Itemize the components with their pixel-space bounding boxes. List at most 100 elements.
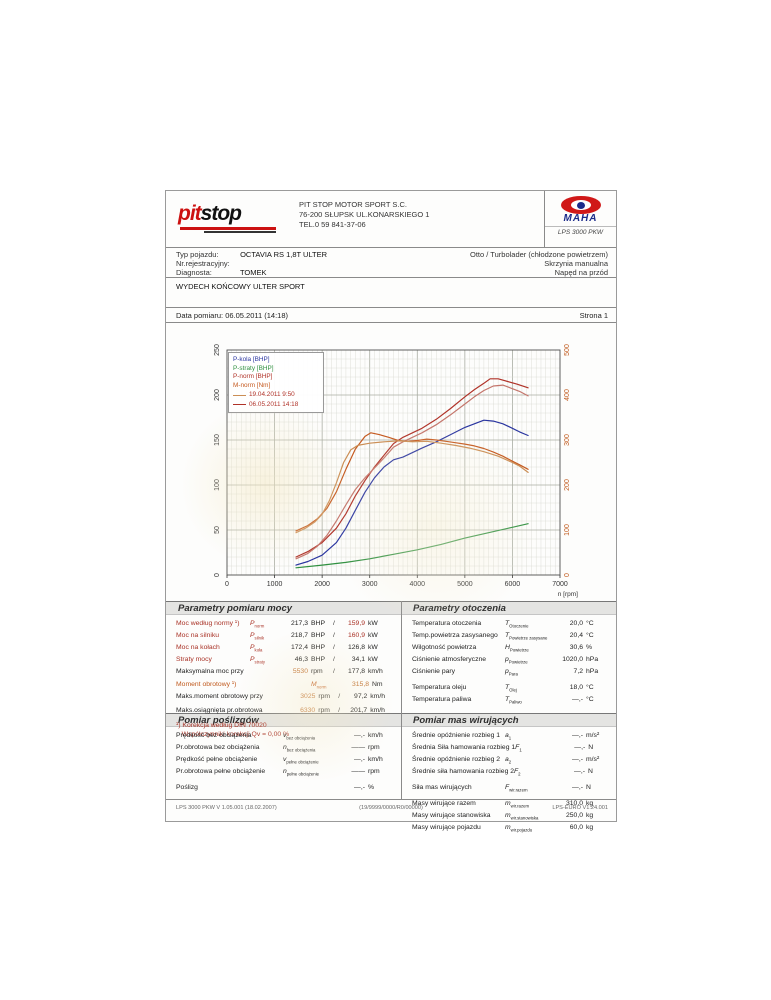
symbol: Fwir.razem [505, 783, 528, 793]
drive-type: Napęd na przód [554, 268, 608, 277]
table-cell: —— [351, 767, 365, 775]
company-phone: TEL.0 59 841-37-06 [299, 220, 366, 229]
table-cell: —,- [572, 732, 583, 739]
vehicle-info: Typ pojazdu: OCTAVIA RS 1,8T ULTER Nr.re… [166, 248, 616, 278]
slip-table: Prędkość bez obciążenia vbez obciążenia —,… [176, 731, 392, 792]
page-number: Strona 1 [579, 311, 608, 320]
table-cell: 5530 [292, 667, 308, 675]
svg-text:50: 50 [214, 526, 221, 534]
symbol: Pstraty [250, 655, 266, 665]
table-cell: 126,8 [347, 643, 365, 651]
table-cell: rpm [368, 767, 380, 775]
table-cell: —,- [574, 743, 586, 751]
table-row: Straty mocy Pstraty 46,3 BHP / 34,1 kW [176, 655, 392, 667]
legend-run-date: 19.04.2011 9:50 [249, 391, 295, 398]
vehicle-note: WYDECH KOŃCOWY ULTER SPORT [176, 282, 305, 291]
svg-text:100: 100 [214, 479, 221, 491]
symbol: Pkoła [250, 643, 263, 653]
table-cell: rpm [318, 706, 330, 714]
table-cell: 218,7 [290, 631, 308, 639]
report-header: pitstop PIT STOP MOTOR SPORT S.C. 76-200… [166, 191, 616, 248]
table-cell: Maks.osiągnięta pr.obrotowa [176, 706, 263, 714]
table-cell: Ciśnienie atmosferyczne [412, 655, 487, 663]
table-row: Moc według normy ¹) Pnorm 217,3 BHP / 159,9 kW [176, 619, 392, 631]
table-row: Moc na silniku Psilnik 218,7 BHP / 160,9 kW [176, 631, 392, 643]
table-cell: Poślizg [176, 783, 198, 791]
table-cell: hPa [586, 667, 599, 675]
svg-text:6000: 6000 [505, 581, 521, 588]
table-cell: Nm [372, 681, 383, 689]
table-cell: 6330 [300, 706, 316, 714]
table-cell: 46,3 [294, 655, 308, 663]
symbol: nbez obciążenia [283, 743, 316, 753]
power-table: Moc według normy ¹) Pnorm 217,3 BHP/159,9 kW… [176, 619, 392, 739]
table-cell: 250,0 [565, 811, 583, 819]
table-cell: Średnie opóźnienie rozbieg 2 [412, 755, 501, 763]
table-row: Maks.osiągnięta pr.obrotowa 6330 rpm / 201,7… [176, 706, 392, 716]
table-row: Temp.powietrza zasysanego TPowietrze zasy… [412, 631, 608, 643]
table-row: Poślizg —,-% [176, 783, 392, 793]
legend-line-swatch [233, 394, 246, 396]
symbol: a2 [505, 755, 512, 765]
table-cell: —,- [572, 755, 583, 763]
table-cell: Średnie siła hamowania rozbieg 2 [412, 767, 515, 775]
table-cell: Moment obrotowy ¹) [176, 681, 237, 689]
section-band-1: Parametry pomiaru mocy Parametry otoczen… [166, 601, 616, 615]
column-divider [401, 601, 402, 799]
table-row: Średnie opóźnienie rozbieg 1 a1 —,- m/s² [412, 731, 608, 743]
correction-notes: ¹) Korekcja według DIN 70020 Współczynni… [176, 721, 290, 738]
svg-text:n [rpm]: n [rpm] [558, 591, 578, 598]
svg-text:4000: 4000 [409, 581, 425, 588]
table-cell: 1020,0 [562, 655, 583, 663]
footer-serial-center: (19/9999/0000/R0/00000) [359, 805, 423, 811]
footer-version-right: LPS-EURO V1.24.001 [552, 805, 608, 811]
table-row: Temperatura otoczenia TOtoczenie 20,0 °C [412, 619, 608, 631]
symbol: TPaliwo [505, 695, 522, 705]
table-cell: / [333, 643, 335, 651]
symbol: mwir.pojazdu [505, 823, 533, 833]
table-cell: Pr.obrotowa bez obciążenia [176, 743, 260, 751]
table-cell: 97,2 [354, 693, 368, 701]
legend-run: 19.04.2011 9:50 [233, 391, 319, 400]
table-cell: Moc na silniku [176, 631, 220, 639]
table-cell: / [333, 655, 335, 663]
measurement-date: Data pomiaru: 06.05.2011 (14:18) [176, 311, 289, 320]
symbol: F2 [514, 767, 521, 777]
table-row: Prędkość bez obciążenia vbez obciążenia —,… [176, 731, 392, 743]
table-cell: —,- [574, 767, 585, 775]
table-row: Masy wirujące razem mwir.razem 310,0 kg [412, 799, 608, 811]
pitstop-logo: pitstop [178, 203, 288, 237]
table-cell: —— [351, 743, 365, 751]
table-cell: / [333, 631, 335, 639]
table-cell: 3025 [300, 693, 316, 701]
table-cell: —,- [354, 783, 365, 791]
table-cell: Maks.moment obrotowy przy [176, 693, 263, 701]
maha-logo-cell: MAHA LPS 3000 PKW [544, 191, 616, 247]
reg-number-label: Nr.rejestracyjny: [176, 259, 230, 268]
gearbox-type: Skrzynia manualna [544, 259, 608, 268]
legend-item: P-norm [BHP] [233, 373, 273, 380]
symbol: npełne obciążenie [283, 767, 320, 777]
dyno-report-document: pitstop PIT STOP MOTOR SPORT S.C. 76-200… [165, 190, 617, 832]
symbol: HPowietrze [505, 643, 529, 653]
dyno-chart: 0 1000 2000 3000 4000 5000 6000 7000 0 50 100 150 20… [166, 323, 616, 601]
table-cell: Masy wirujące razem [412, 799, 476, 807]
ambient-section-title: Parametry otoczenia [413, 603, 506, 614]
bottom-rule [166, 799, 616, 800]
symbol: TOlej [505, 683, 517, 693]
table-row: Temperatura oleju TOlej 18,0 °C [412, 683, 608, 695]
table-row: Masy wirujące stanowiska mwir.stanowiska 2… [412, 811, 608, 823]
svg-text:500: 500 [564, 344, 571, 356]
svg-text:3000: 3000 [362, 581, 378, 588]
svg-text:7000: 7000 [552, 581, 568, 588]
company-street: 76-200 SŁUPSK UL.KONARSKIEGO 1 [299, 210, 430, 219]
chart-legend: P-kola [BHP] P-straty [BHP] P-norm [BHP] M-… [228, 352, 324, 413]
table-cell: 310,0 [565, 799, 583, 807]
svg-text:0: 0 [214, 573, 221, 577]
logo-dark-bar [204, 231, 276, 233]
table-cell: kg [586, 811, 594, 819]
table-cell: 172,4 [290, 643, 308, 651]
table-row: Wilgotność powietrza HPowietrze 30,6% [412, 643, 608, 655]
symbol: TPowietrze zasysane [505, 631, 548, 641]
